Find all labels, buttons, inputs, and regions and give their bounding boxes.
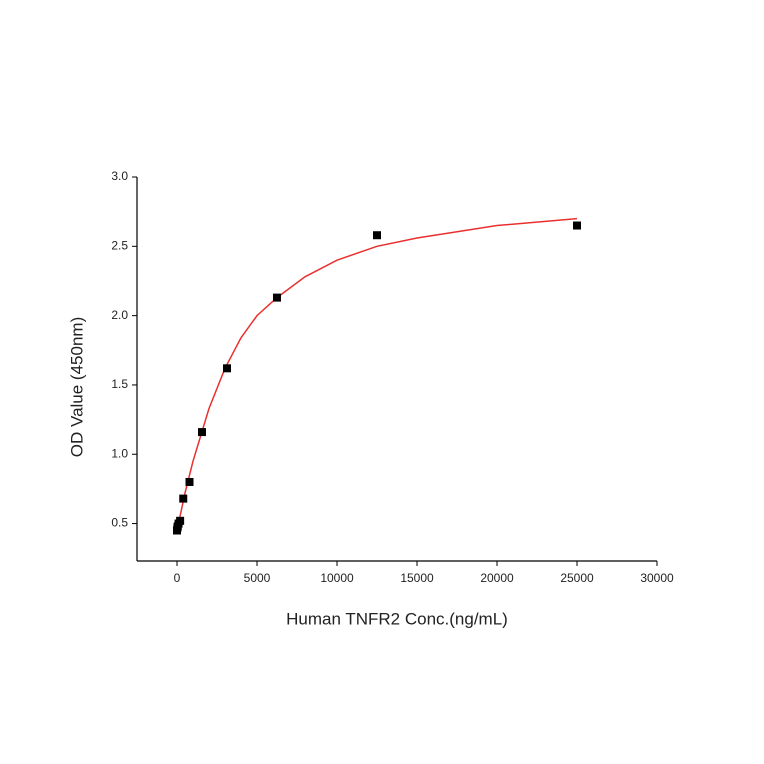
data-point <box>198 428 206 437</box>
data-point <box>223 364 231 373</box>
y-tick-label: 3.0 <box>111 169 128 183</box>
y-tick-label: 2.0 <box>111 308 128 322</box>
data-point <box>573 221 581 230</box>
data-point <box>179 494 188 503</box>
data-point <box>185 477 194 486</box>
x-tick-label: 30000 <box>640 571 674 585</box>
y-tick-label: 1.5 <box>111 377 128 391</box>
x-axis-title: Human TNFR2 Conc.(ng/mL) <box>286 609 508 628</box>
x-tick-label: 10000 <box>320 571 354 585</box>
x-tick-label: 0 <box>174 571 181 585</box>
data-point <box>176 516 185 525</box>
y-tick-label: 0.5 <box>111 516 128 530</box>
y-tick-label: 2.5 <box>111 238 128 252</box>
data-point <box>273 293 281 302</box>
x-tick-label: 15000 <box>400 571 434 585</box>
y-axis-title: OD Value (450nm) <box>67 317 86 457</box>
fit-curve <box>176 217 578 531</box>
data-point <box>373 231 381 240</box>
x-tick-label: 20000 <box>480 571 514 585</box>
x-tick-label: 25000 <box>560 571 594 585</box>
x-tick-label: 5000 <box>244 571 271 585</box>
y-tick-label: 1.0 <box>111 446 128 460</box>
